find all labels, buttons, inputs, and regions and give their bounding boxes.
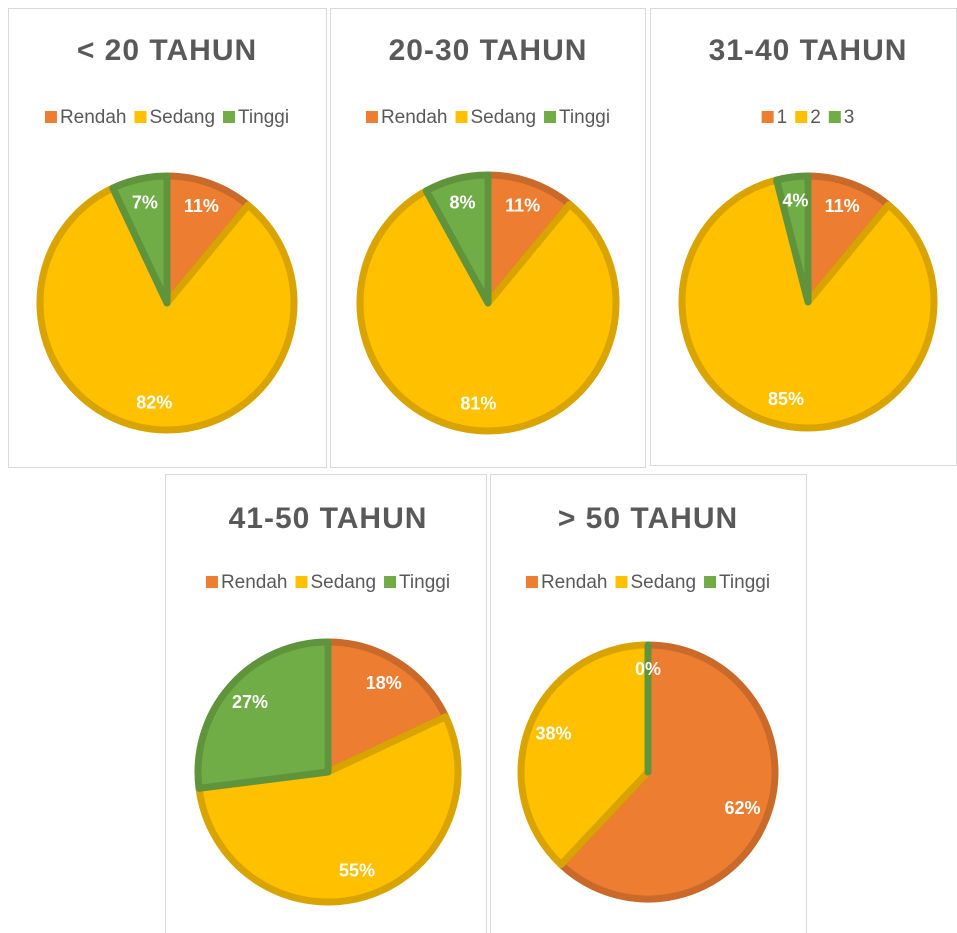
legend-swatch xyxy=(365,111,378,123)
legend-swatch xyxy=(761,111,774,123)
data-label: 11% xyxy=(184,196,219,216)
legend-swatch xyxy=(134,111,147,123)
pie-slice xyxy=(109,172,171,307)
legend-label: Sedang xyxy=(471,107,537,128)
legend-label: Tinggi xyxy=(399,572,450,593)
data-label: 0% xyxy=(635,659,661,679)
legend-label: 2 xyxy=(810,107,821,128)
data-label: 55% xyxy=(339,861,375,881)
data-label: 81% xyxy=(460,394,496,414)
legend-label: Rendah xyxy=(60,107,127,128)
legend-label: Sedang xyxy=(311,572,377,593)
legend-swatch xyxy=(795,111,808,123)
legend-label: Rendah xyxy=(221,572,288,593)
legend-swatch xyxy=(828,111,841,123)
pie-slice xyxy=(324,638,450,776)
legend-swatch xyxy=(205,576,218,588)
data-label: 82% xyxy=(136,393,172,413)
legend-swatch xyxy=(704,576,717,588)
data-label: 62% xyxy=(724,798,760,818)
chart-title: < 20 TAHUN xyxy=(77,34,257,67)
data-label: 4% xyxy=(782,191,808,211)
data-label: 18% xyxy=(366,673,402,693)
chart-title: 20-30 TAHUN xyxy=(389,34,588,67)
legend-label: Sedang xyxy=(150,107,216,128)
legend-swatch xyxy=(525,576,538,588)
legend: 1 2 3 xyxy=(761,107,855,128)
legend: Rendah Sedang Tinggi xyxy=(365,107,610,128)
legend-label: Tinggi xyxy=(238,107,289,128)
legend: Rendah Sedang Tinggi xyxy=(525,572,770,593)
pie-slice xyxy=(557,641,779,903)
legend-label: 1 xyxy=(777,107,788,128)
chart-title: 31-40 TAHUN xyxy=(709,34,908,67)
legend-swatch xyxy=(44,111,57,123)
legend-label: 3 xyxy=(844,107,855,128)
legend-swatch xyxy=(295,576,308,588)
pie-slice xyxy=(422,171,492,307)
legend-swatch xyxy=(544,111,557,123)
chart-title: > 50 TAHUN xyxy=(558,502,738,535)
legend-swatch xyxy=(384,576,397,588)
data-label: 85% xyxy=(768,389,804,409)
data-label: 8% xyxy=(450,193,476,213)
data-label: 38% xyxy=(536,723,572,743)
legend-label: Sedang xyxy=(631,572,697,593)
chart-title: 41-50 TAHUN xyxy=(229,502,428,535)
pie-slice xyxy=(36,184,298,434)
legend-label: Rendah xyxy=(381,107,448,128)
data-label: 27% xyxy=(232,692,268,712)
pie-slice xyxy=(773,172,812,306)
legend-label: Tinggi xyxy=(719,572,770,593)
pie-slice xyxy=(356,187,620,435)
legend: Rendah Sedang Tinggi xyxy=(205,572,450,593)
pie-slice xyxy=(194,638,332,792)
legend-label: Tinggi xyxy=(559,107,610,128)
legend-swatch xyxy=(455,111,468,123)
data-label: 11% xyxy=(505,195,540,215)
data-label: 11% xyxy=(825,196,860,216)
pie-slice xyxy=(195,713,462,906)
legend-swatch xyxy=(223,111,236,123)
pie-slice xyxy=(517,641,652,869)
legend-label: Rendah xyxy=(541,572,608,593)
legend: Rendah Sedang Tinggi xyxy=(44,107,289,128)
legend-swatch xyxy=(615,576,628,588)
data-label: 7% xyxy=(132,193,158,213)
